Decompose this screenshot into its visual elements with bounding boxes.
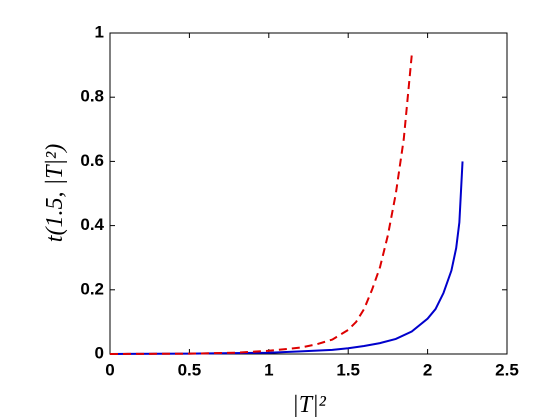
x-tick-label: 2	[423, 360, 432, 379]
y-tick-label: 0.6	[80, 151, 104, 170]
y-tick-label: 0.8	[80, 87, 104, 106]
x-tick-label: 1.5	[336, 360, 360, 379]
y-tick-label: 0	[95, 343, 104, 362]
x-tick-label: 0.5	[178, 360, 202, 379]
y-tick-label: 0.4	[80, 215, 104, 234]
x-tick-label: 2.5	[495, 360, 519, 379]
line-series	[109, 55, 413, 355]
plot-area	[109, 32, 508, 355]
x-axis-label: |T|²	[292, 392, 327, 418]
y-axis-label: t(1.5, |T|²)	[42, 144, 68, 242]
x-tick-label: 0	[105, 360, 114, 379]
y-tick-label: 0.2	[80, 279, 104, 298]
y-tick-label: 1	[95, 22, 104, 41]
x-tick-label: 1	[264, 360, 273, 379]
line-series	[109, 161, 464, 355]
